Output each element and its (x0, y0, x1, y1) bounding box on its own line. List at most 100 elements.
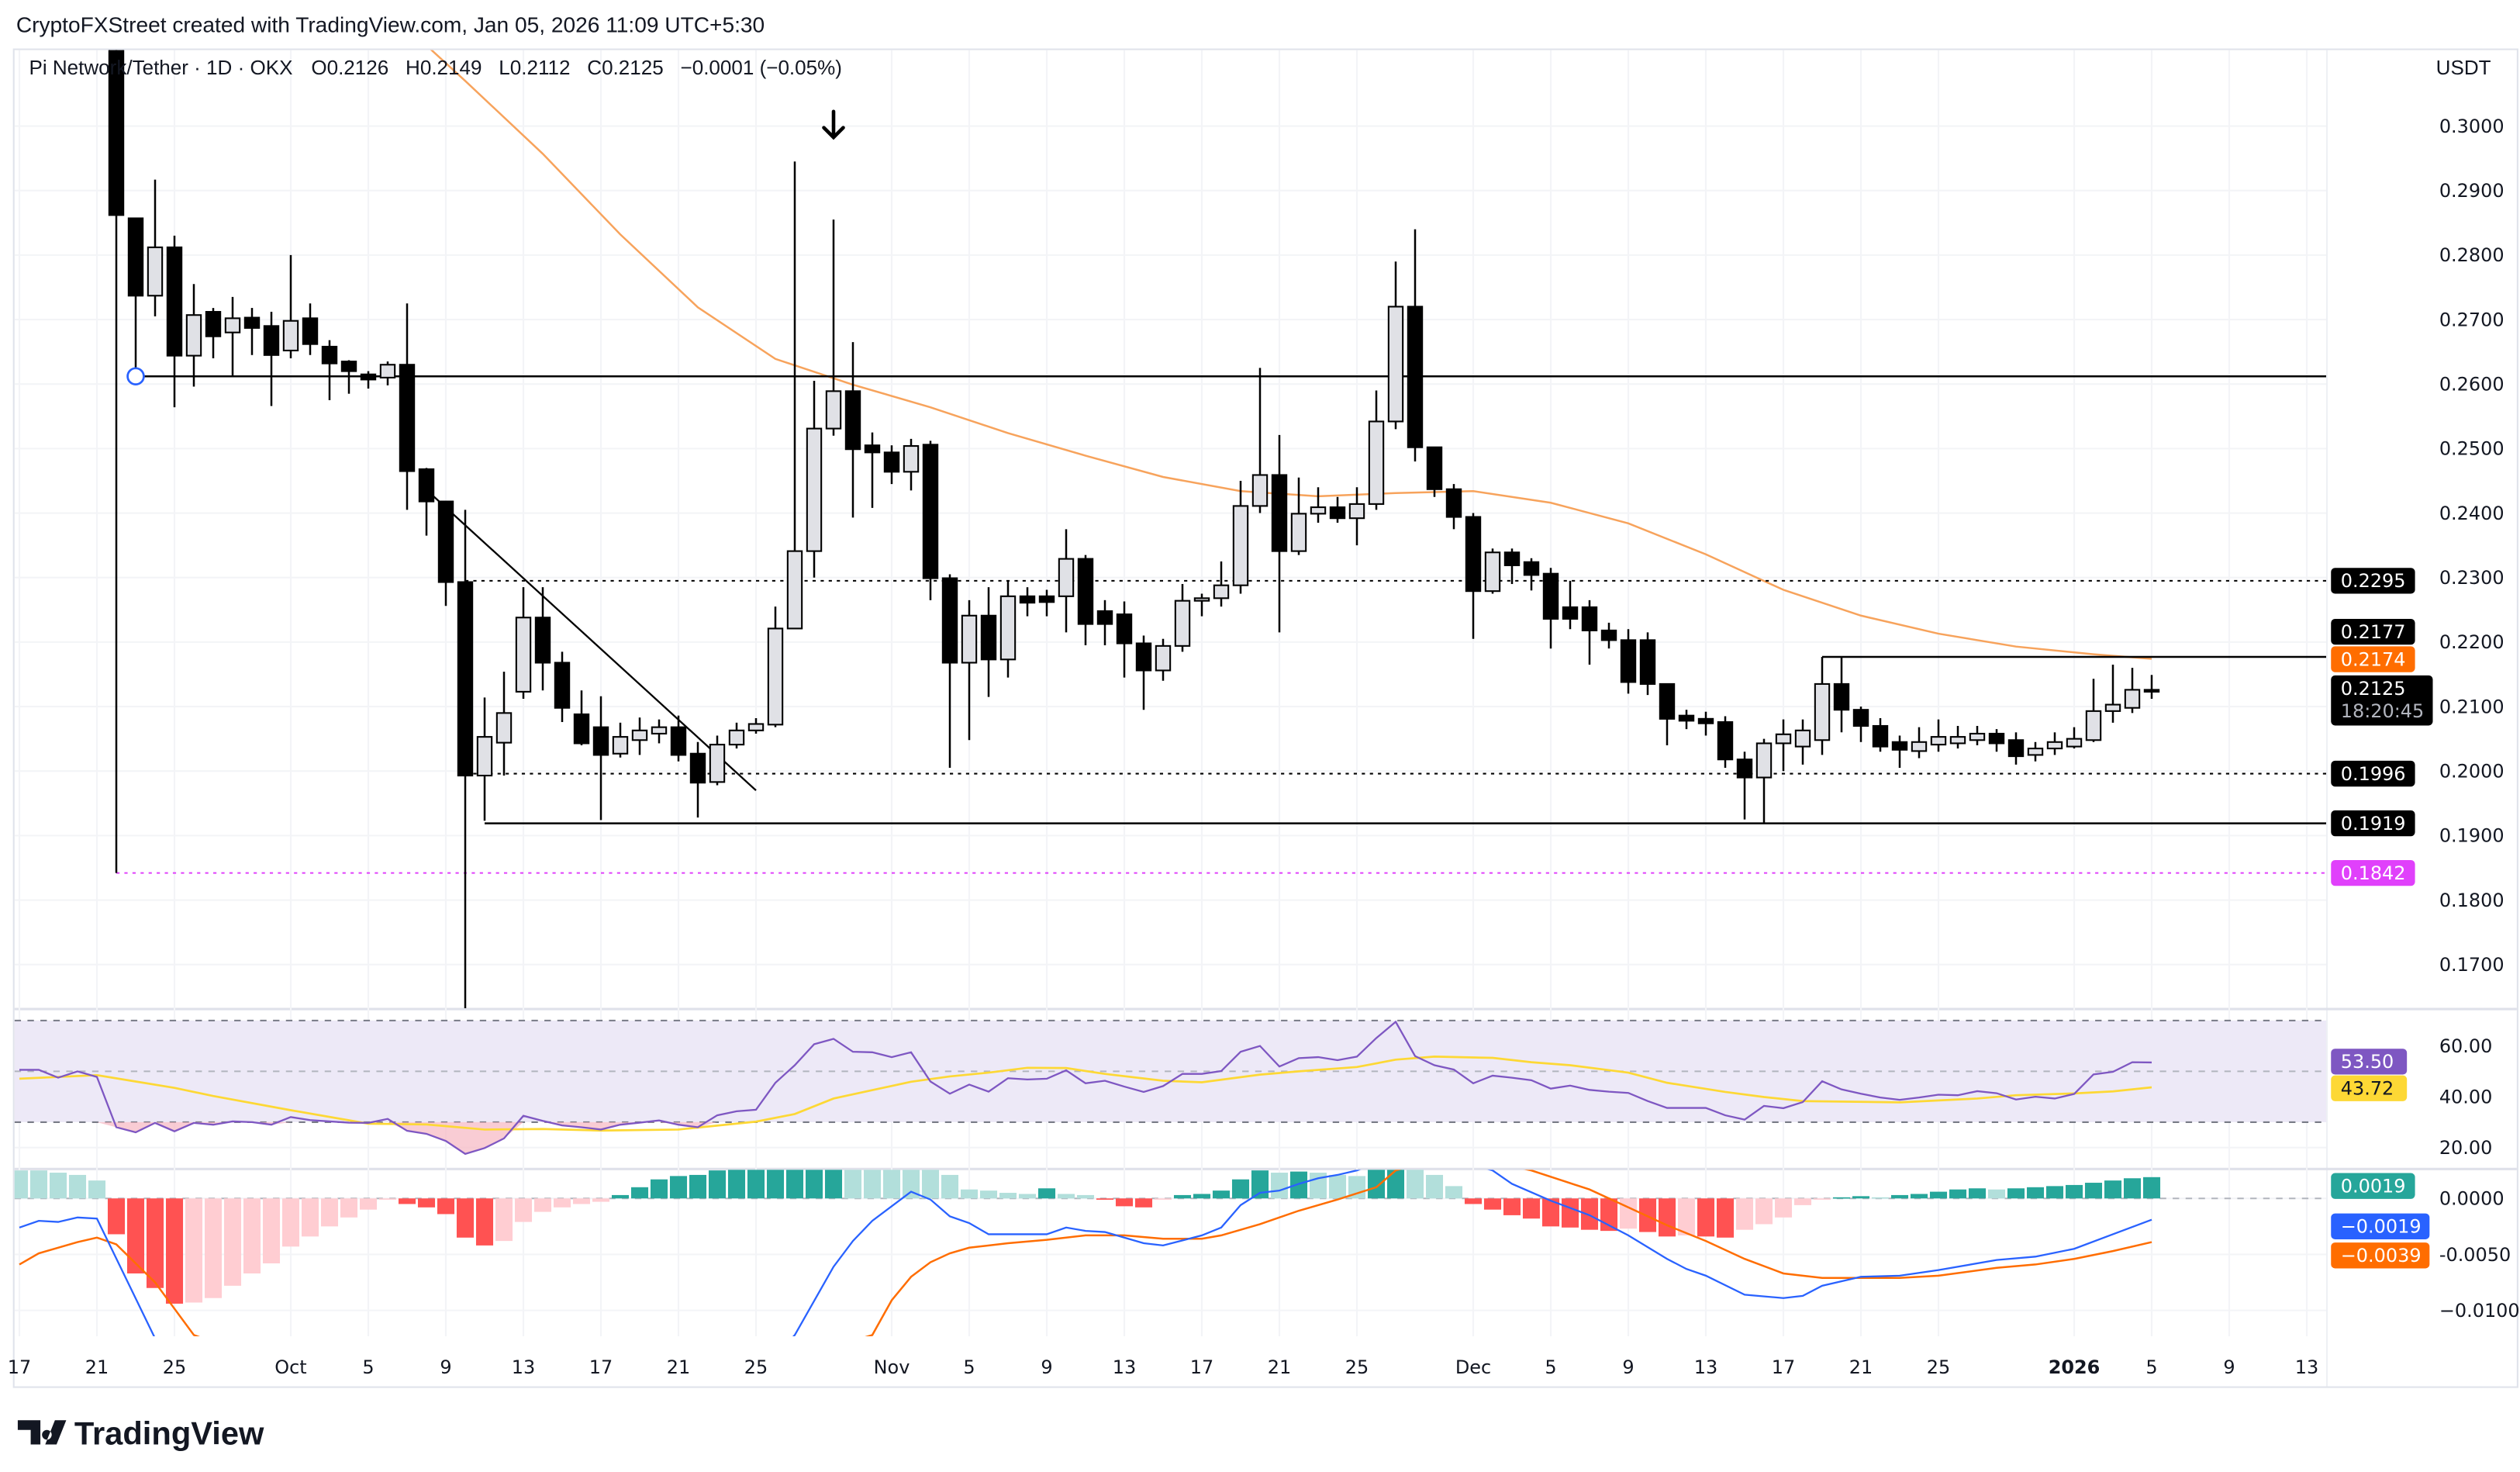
macd-histogram-bar (689, 1174, 707, 1199)
macd-histogram-bar (1386, 1170, 1405, 1199)
candle (379, 361, 396, 385)
macd-histogram-bar (941, 1174, 959, 1199)
candle-body (1232, 505, 1249, 586)
price-axis-label: 0.2300 (2439, 567, 2504, 589)
macd-signal-value-tag-text: −0.0039 (2341, 1245, 2422, 1266)
level-price-tag-text: 0.1996 (2341, 763, 2406, 785)
candle-body (1251, 474, 1269, 507)
candle (2007, 732, 2025, 765)
candle-body (786, 550, 803, 630)
rsi-pane (14, 1019, 2326, 1156)
macd-histogram-bar (1755, 1198, 1773, 1225)
macd-histogram-bar (88, 1180, 106, 1199)
macd-histogram-bar (1852, 1196, 1870, 1199)
legend-high: H0.2149 (406, 56, 482, 79)
candle-body (185, 314, 202, 357)
macd-histogram-bar (49, 1173, 67, 1199)
candle-body (360, 373, 377, 381)
ema-price-tag-text: 0.2174 (2341, 648, 2406, 670)
candle (1193, 593, 1210, 617)
axis-value-tags: 0.2295 0.2177 0.1996 0.1919 0.1842 0.2174 0.21… (2331, 568, 2433, 1269)
macd-axis-label: 0.0000 (2439, 1188, 2504, 1210)
candle-body (980, 614, 997, 661)
candle (1038, 589, 1055, 617)
macd-histogram-bar (553, 1198, 571, 1208)
macd-histogram-bar (68, 1174, 87, 1199)
macd-histogram-bar (630, 1187, 649, 1199)
candle (573, 690, 590, 745)
macd-histogram-bar (1697, 1198, 1715, 1237)
candle-body (476, 736, 493, 777)
candle-body (941, 577, 958, 664)
macd-histogram-bar (29, 1170, 48, 1199)
candle (1426, 446, 1443, 497)
time-axis-label: 21 (1268, 1356, 1291, 1378)
macd-histogram-bar (1367, 1170, 1386, 1199)
rsi-axis-label: 40.00 (2439, 1086, 2493, 1107)
price-axis-label: 0.2600 (2439, 374, 2504, 396)
tradingview-logo[interactable]: TradingView (17, 1415, 264, 1452)
time-axis-label: 9 (1041, 1356, 1052, 1378)
candle-body (1096, 610, 1113, 625)
macd-histogram-bar (437, 1198, 455, 1215)
macd-histogram-bar (1445, 1186, 1463, 1199)
candle-body (1038, 595, 1055, 603)
macd-histogram-bar (2142, 1177, 2161, 1199)
candle (1232, 480, 1249, 594)
macd-histogram-bar (1561, 1198, 1579, 1228)
candle-body (864, 444, 881, 454)
candle (1639, 632, 1656, 696)
macd-histogram-bar (2104, 1180, 2122, 1199)
candle-body (1852, 709, 1869, 727)
price-axis-label: 0.1800 (2439, 890, 2504, 911)
candle-body (1930, 736, 1947, 746)
candle-body (1736, 758, 1753, 779)
legend[interactable]: Pi Network/Tether · 1D · OKX O0.2126 H0.… (29, 56, 842, 79)
candle (2085, 679, 2102, 742)
macd-histogram-bar (475, 1198, 494, 1246)
time-axis-label: 25 (744, 1356, 768, 1378)
time-axis-label: 17 (8, 1356, 31, 1378)
time-axis-label: 25 (163, 1356, 186, 1378)
candle-body (282, 320, 299, 352)
macd-histogram-bar (1832, 1197, 1851, 1199)
candle-body (1911, 741, 1928, 752)
candle-body (1523, 561, 1540, 576)
last-price-tag-bg (2331, 675, 2433, 726)
candle-body (1329, 506, 1346, 520)
macd-histogram-bar (1987, 1189, 2006, 1199)
macd-histogram-bar (1658, 1198, 1676, 1237)
candle (2066, 727, 2083, 749)
macd-histogram-bar (805, 1170, 823, 1199)
candle-body (1116, 613, 1133, 644)
candle (2046, 732, 2063, 755)
currency-label[interactable]: USDT (2436, 56, 2491, 79)
candle (1736, 752, 1753, 820)
time-axis-label: 5 (1545, 1356, 1556, 1378)
candle-body (1891, 741, 1908, 751)
legend-symbol[interactable]: Pi Network/Tether · 1D · OKX (29, 56, 293, 79)
macd-histogram-bar (1890, 1194, 1909, 1199)
candle (1523, 558, 1540, 591)
candle (1775, 719, 1792, 772)
candle (864, 432, 881, 508)
macd-histogram-bar (14, 1170, 29, 1199)
candle (1949, 725, 1966, 749)
price-axis-label: 0.2800 (2439, 244, 2504, 266)
rsi-value-tag-text: 53.50 (2341, 1051, 2394, 1073)
descending-trendline (426, 489, 757, 792)
candle (883, 445, 900, 485)
macd-signal-value-tag: −0.0039 (2331, 1242, 2430, 1269)
candle-body (1620, 639, 1637, 683)
macd-histogram-bar (611, 1194, 630, 1199)
candle (1077, 555, 1094, 646)
macd-histogram-bar (1522, 1198, 1541, 1219)
time-axis-label: 9 (2223, 1356, 2235, 1378)
candle-body (1755, 742, 1773, 779)
candle-body (1213, 584, 1230, 600)
macd-histogram-bar (1716, 1198, 1735, 1238)
time-axis-label: 21 (85, 1356, 109, 1378)
candle-body (2143, 689, 2160, 693)
time-axis-label: 13 (512, 1356, 535, 1378)
macd-histogram-bar (1406, 1170, 1424, 1199)
